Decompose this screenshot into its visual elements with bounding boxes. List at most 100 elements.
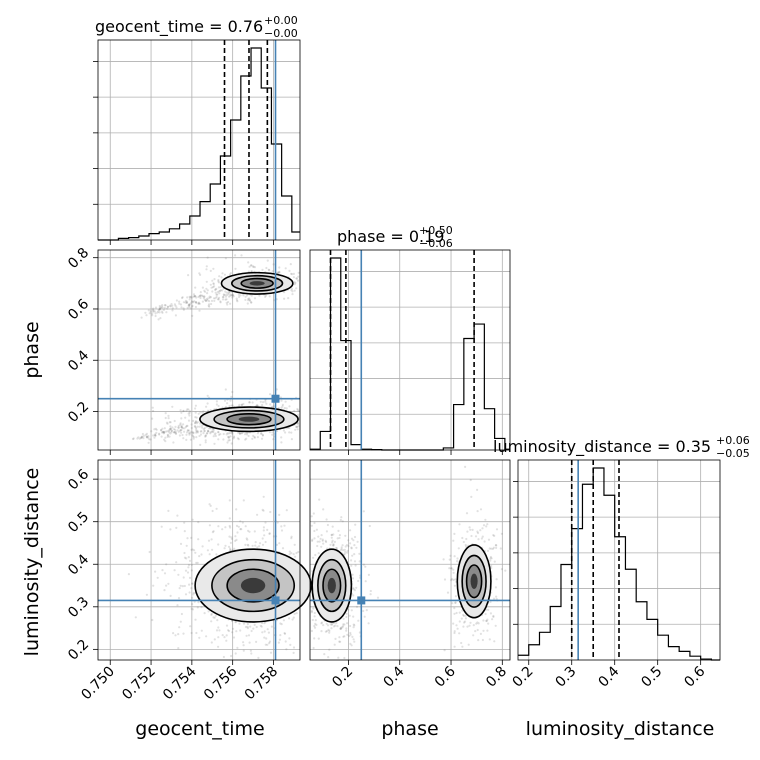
sample-point (169, 305, 172, 308)
sample-point (349, 633, 352, 636)
sample-point (215, 629, 219, 632)
sample-point (215, 295, 218, 299)
sample-point (263, 534, 266, 537)
sample-point (182, 423, 185, 426)
sample-point (448, 567, 451, 570)
sample-point (352, 588, 355, 591)
sample-point (154, 433, 157, 436)
sample-point (350, 547, 353, 550)
sample-point (200, 553, 203, 556)
panel-phase-distance: 0.2 0.4 0.6 0.8 phase (309, 459, 511, 740)
x-tick-label: 0.756 (201, 663, 241, 703)
sample-point (345, 612, 348, 615)
sample-point (335, 547, 338, 550)
sample-point (153, 436, 156, 439)
sample-point (228, 499, 231, 502)
sample-point (263, 636, 266, 639)
sample-point (217, 281, 221, 284)
sample-point (266, 259, 269, 262)
sample-point (261, 621, 264, 625)
sample-point (212, 616, 215, 619)
sample-point (180, 425, 183, 429)
sample-point (240, 528, 243, 531)
sample-point (188, 576, 192, 580)
sample-point (184, 425, 187, 429)
sample-point (362, 510, 365, 513)
sample-point (208, 427, 211, 430)
sample-point (345, 629, 348, 632)
sample-point (152, 434, 155, 437)
sample-point (213, 433, 216, 436)
sample-point (268, 532, 271, 536)
sample-point (327, 628, 330, 632)
sample-point (288, 553, 291, 556)
sample-point (476, 621, 479, 624)
sample-point (251, 544, 254, 547)
sample-point (162, 430, 165, 433)
sample-point (197, 302, 200, 305)
sample-point (144, 433, 147, 436)
title-luminosity-distance: luminosity_distance = 0.35 +0.06 −0.05 (493, 434, 750, 460)
sample-point (238, 622, 241, 625)
sample-point (280, 529, 284, 532)
sample-point (454, 601, 457, 604)
sample-point (234, 652, 237, 655)
sample-point (250, 652, 253, 655)
sample-point (194, 295, 197, 298)
sample-point (345, 627, 348, 630)
sample-point (149, 310, 152, 313)
sample-point (358, 631, 361, 634)
sample-point (219, 289, 222, 292)
histogram-luminosity-distance (518, 467, 720, 661)
sample-point (462, 614, 465, 618)
title-main: geocent_time = 0.76 (95, 17, 263, 37)
sample-point (158, 304, 161, 308)
sample-point (199, 294, 202, 297)
sample-point (339, 549, 343, 552)
sample-point (199, 273, 202, 276)
sample-point (466, 530, 469, 533)
sample-point (455, 624, 458, 627)
sample-point (169, 432, 172, 435)
sample-point (163, 427, 166, 430)
sample-point (288, 550, 291, 553)
sample-point (180, 424, 183, 427)
sample-point (153, 310, 156, 313)
sample-point (344, 545, 347, 548)
sample-point (288, 617, 291, 620)
sample-point (201, 286, 204, 289)
sample-point (176, 514, 179, 517)
sample-point (212, 282, 215, 285)
sample-point (231, 296, 234, 299)
sample-point (217, 296, 221, 299)
sample-point (194, 422, 197, 425)
sample-point (176, 604, 179, 607)
sample-point (191, 582, 194, 585)
sample-point (262, 401, 265, 404)
sample-point (177, 647, 180, 650)
sample-point (313, 637, 316, 640)
sample-point (212, 297, 216, 300)
sample-point (180, 426, 183, 429)
sample-point (169, 428, 172, 431)
sample-point (256, 432, 259, 435)
sample-point (164, 304, 167, 307)
sample-point (207, 430, 210, 433)
sample-point (282, 429, 285, 432)
sample-point (495, 595, 498, 598)
sample-point (227, 435, 230, 438)
sample-point (352, 638, 355, 641)
sample-point (212, 435, 215, 438)
sample-point (199, 433, 203, 436)
sample-point (290, 431, 293, 434)
sample-point (293, 289, 296, 292)
sample-point (226, 293, 229, 297)
sample-point (460, 617, 463, 620)
sample-point (218, 629, 221, 632)
sample-point (485, 619, 488, 623)
sample-point (201, 295, 204, 298)
sample-point (152, 307, 155, 310)
sample-point (330, 623, 333, 626)
sample-point (352, 539, 355, 542)
sample-point (229, 547, 232, 550)
